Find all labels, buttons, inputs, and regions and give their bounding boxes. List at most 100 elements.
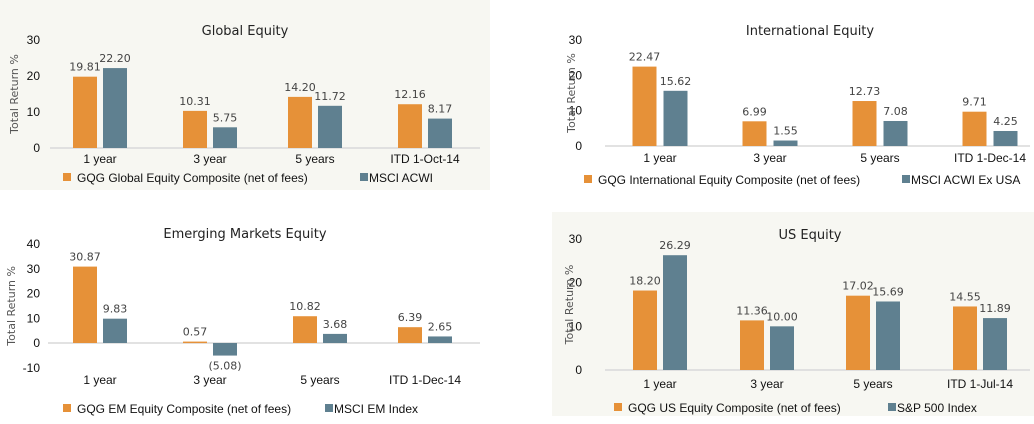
global-bar-composite [398,104,422,148]
us-bar-index [663,255,687,370]
global-category-label: 3 year [193,152,226,166]
us-legend-label: S&P 500 Index [897,401,977,415]
global-bar-composite [73,76,97,148]
us-data-label: 18.20 [629,275,661,288]
international-data-label: 12.73 [849,85,881,98]
emerging-markets-data-label: 30.87 [69,251,101,264]
international-category-label: ITD 1-Dec-14 [954,151,1026,165]
emerging-markets-data-label: 3.68 [323,318,348,331]
international-y-axis-label: Total Return % [565,53,578,134]
global-y-axis-label: Total Return % [8,54,21,135]
international-data-label: 6.99 [742,105,767,118]
international-y-tick-label: 20 [569,68,583,82]
international-data-label: 9.71 [962,96,987,109]
global-category-label: 1 year [83,152,116,166]
global-bar-index [213,127,237,148]
emerging-markets-y-tick-label: -10 [23,361,41,375]
emerging-markets-data-label: (5.08) [208,360,241,373]
global-bar-index [318,105,342,148]
emerging-markets-bar-index [213,343,237,356]
international-data-label: 1.55 [773,125,798,138]
international-bar-index [773,140,798,146]
emerging-markets-bar-composite [398,327,422,343]
us-data-label: 14.55 [949,290,981,303]
global-y-tick-label: 0 [33,141,40,155]
emerging-markets-data-label: 0.57 [183,326,208,339]
global-data-label: 19.81 [69,61,101,74]
global-legend-swatch-index [360,173,368,181]
international-data-label: 22.47 [629,51,661,64]
international-legend-swatch-composite [584,175,592,183]
international-data-label: 4.25 [993,115,1018,128]
emerging-markets-y-tick-label: 40 [27,237,41,251]
international-category-label: 5 years [860,151,899,165]
international-bar-index [663,90,688,146]
international-y-tick-label: 0 [575,139,582,153]
us-bar-composite [740,320,764,370]
global-data-label: 8.17 [428,103,453,116]
us-data-label: 10.00 [766,310,798,323]
emerging-markets-bar-index [323,333,347,343]
us-data-label: 11.36 [736,304,768,317]
us-data-label: 26.29 [659,239,691,252]
emerging-markets-bar-composite [293,316,317,343]
international-bar-index [883,120,908,146]
global-data-label: 12.16 [394,88,426,101]
emerging-markets-data-label: 6.39 [398,311,423,324]
global-data-label: 11.72 [314,90,346,103]
global-bar-composite [183,110,207,148]
global-category-label: ITD 1-Oct-14 [390,152,460,166]
emerging-markets-category-label: 1 year [83,373,116,387]
emerging-markets-data-label: 9.83 [103,303,128,316]
us-bar-index [770,326,794,370]
emerging-markets-legend-label: GQG EM Equity Composite (net of fees) [77,402,291,416]
emerging-markets-legend-label: MSCI EM Index [334,402,418,416]
us-bar-index [876,301,900,370]
emerging-markets-y-tick-label: 0 [33,336,40,350]
global-bar-index [428,118,452,148]
emerging-markets-y-tick-label: 10 [27,311,41,325]
emerging-markets-chart-title: Emerging Markets Equity [163,227,326,242]
global-y-tick-label: 20 [27,69,41,83]
emerging-markets-bar-index [103,318,127,343]
emerging-markets-bar-composite [73,266,97,343]
emerging-markets-legend-swatch-composite [63,404,71,412]
us-y-tick-label: 30 [569,232,583,246]
us-category-label: 1 year [643,377,676,391]
us-legend-label: GQG US Equity Composite (net of fees) [628,401,841,415]
us-y-axis-label: Total Return % [563,265,576,346]
international-y-tick-label: 10 [569,104,583,118]
emerging-markets-category-label: 3 year [193,373,226,387]
international-category-label: 1 year [643,151,676,165]
emerging-markets-bar-index [428,336,452,343]
us-bar-composite [846,295,870,370]
international-bar-composite [962,111,987,146]
international-data-label: 7.08 [883,105,908,118]
international-legend-label: GQG International Equity Composite (net … [598,173,860,187]
emerging-markets-y-tick-label: 20 [27,287,41,301]
us-chart-title: US Equity [778,228,841,243]
global-chart-title: Global Equity [202,24,289,39]
emerging-markets-category-label: ITD 1-Dec-14 [389,373,461,387]
global-data-label: 10.31 [179,95,211,108]
us-category-label: ITD 1-Jul-14 [947,377,1013,391]
us-category-label: 5 years [853,377,892,391]
emerging-markets-bar-composite [183,341,207,344]
us-bar-composite [953,306,977,370]
global-legend-label: GQG Global Equity Composite (net of fees… [77,171,308,185]
emerging-markets-y-tick-label: 30 [27,262,41,276]
us-y-tick-label: 20 [569,276,583,290]
international-bar-composite [742,121,767,146]
global-category-label: 5 years [295,152,334,166]
international-bar-index [993,130,1018,146]
international-data-label: 15.62 [660,75,692,88]
us-bar-composite [633,290,657,370]
global-y-tick-label: 30 [27,33,41,47]
international-bar-composite [632,66,657,146]
us-data-label: 17.02 [842,280,874,293]
us-legend-swatch-composite [614,403,622,411]
global-bar-composite [288,96,312,148]
emerging-markets-data-label: 2.65 [428,320,453,333]
international-category-label: 3 year [753,151,786,165]
